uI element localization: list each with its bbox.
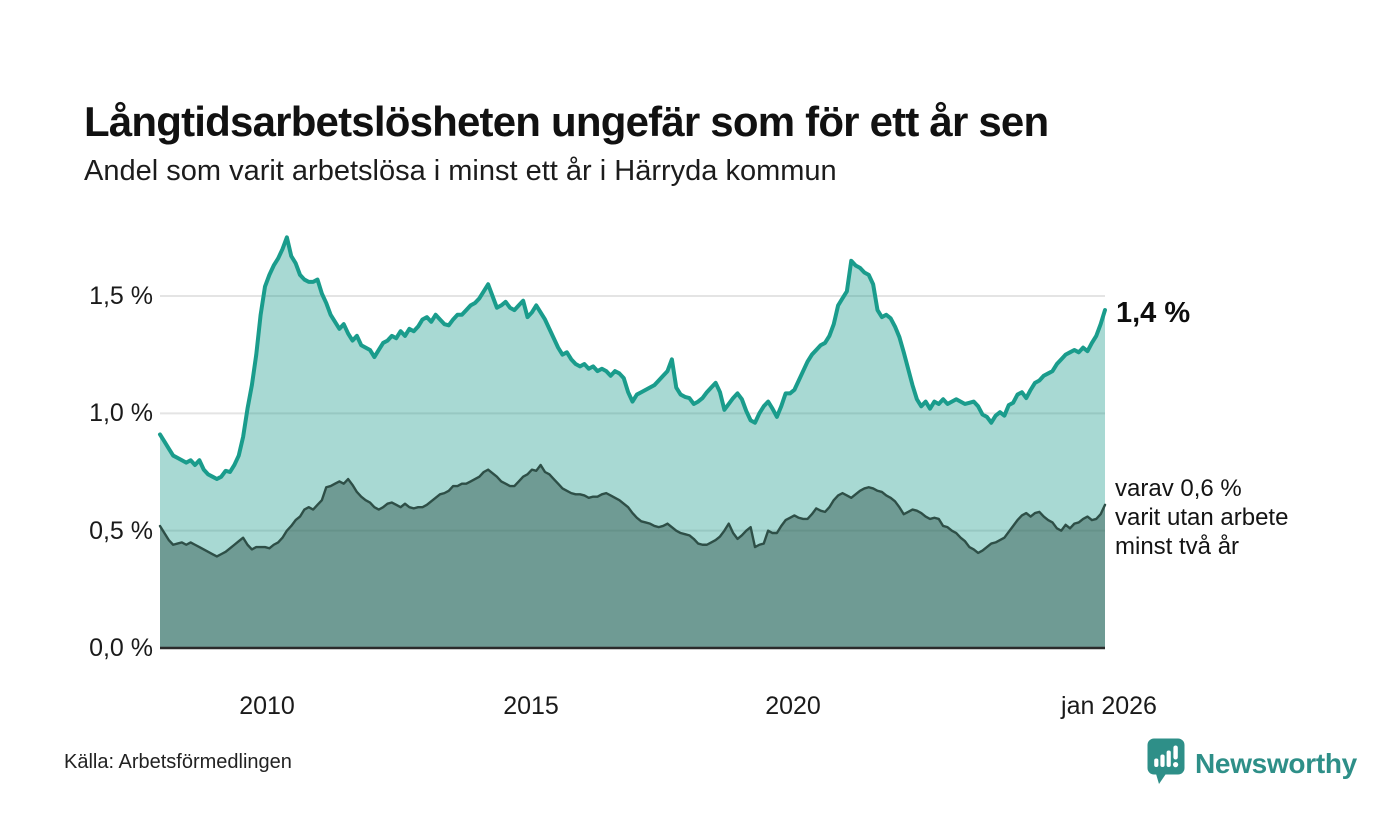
x-axis-tick-2010: 2010 [239, 692, 295, 720]
source-note: Källa: Arbetsförmedlingen [64, 751, 292, 773]
series-two-year-line [158, 463, 1107, 558]
page-title: Långtidsarbetslösheten ungefär som för e… [84, 98, 1049, 146]
two-year-annotation-line2: varit utan arbete [1115, 504, 1289, 531]
y-axis-tick-0-5: 0,5 % [89, 517, 153, 545]
x-axis-tick-2020: 2020 [765, 692, 821, 720]
newsworthy-logo: Newsworthy [1146, 737, 1357, 791]
two-year-annotation: varav 0,6 % varit utan arbete minst två … [1115, 474, 1288, 561]
two-year-annotation-line3: minst två år [1115, 533, 1240, 560]
y-axis-tick-1-0: 1,0 % [89, 399, 153, 427]
newsworthy-logo-text: Newsworthy [1195, 748, 1357, 779]
series-one-year-line [158, 235, 1107, 482]
y-axis-tick-0-0: 0,0 % [89, 634, 153, 662]
chart-subtitle: Andel som varit arbetslösa i minst ett å… [84, 155, 837, 187]
x-axis-tick-jan-2026: jan 2026 [1061, 692, 1157, 720]
series-two-year-area [160, 464, 1105, 648]
end-value-label: 1,4 % [1116, 297, 1191, 329]
newsworthy-bubble-chart-icon [1146, 737, 1186, 791]
two-year-annotation-line1: varav 0,6 % [1115, 475, 1242, 502]
x-axis-tick-2015: 2015 [503, 692, 559, 720]
y-axis-tick-1-5: 1,5 % [89, 282, 153, 310]
